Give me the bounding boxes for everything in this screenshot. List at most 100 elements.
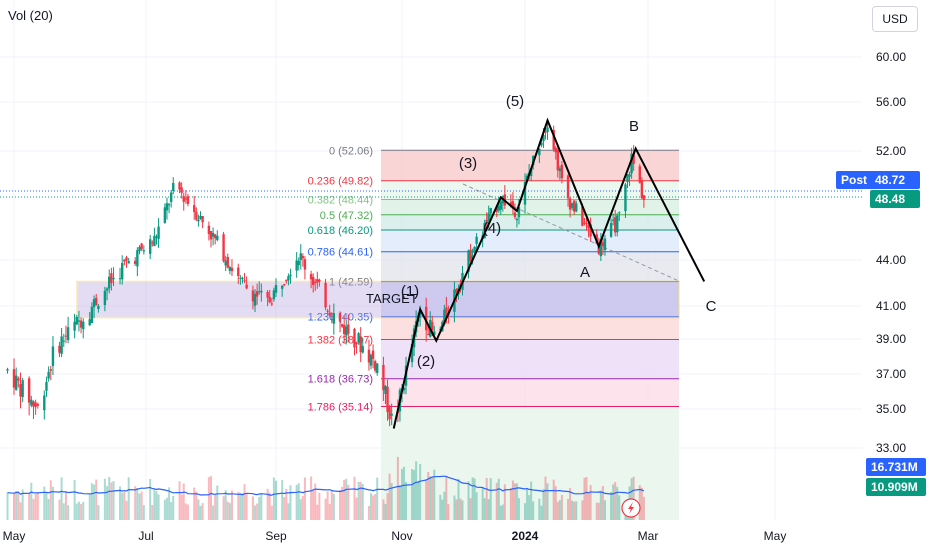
volume-bar [497, 478, 500, 520]
candle-body [384, 385, 387, 394]
candle-body [47, 371, 50, 379]
candle-body [589, 224, 592, 237]
volume-bar [270, 505, 273, 520]
candle-body [255, 291, 259, 297]
post-price-tag: 48.72 [870, 171, 920, 189]
volume-bar [473, 478, 476, 520]
candle-body [552, 130, 555, 150]
candle-body [601, 242, 605, 247]
volume-bar [108, 476, 111, 520]
elliott-wave-path [392, 117, 706, 429]
candle-body [340, 324, 344, 327]
candle-body [270, 303, 274, 305]
volume-bar [243, 484, 246, 520]
volume-bar [398, 485, 401, 520]
candle-body [556, 150, 559, 171]
candle-body [66, 327, 70, 341]
volume-bar [36, 492, 39, 520]
volume-bar [567, 498, 570, 520]
volume-indicator-label[interactable]: Vol (20) [8, 8, 53, 23]
volume-bar [197, 499, 200, 520]
y-tick-label: 39.00 [876, 332, 906, 346]
candle-body [542, 134, 545, 142]
volume-bar [32, 498, 35, 520]
volume-bar [73, 479, 76, 520]
volume-bar [67, 505, 70, 520]
candle-body [361, 346, 364, 353]
volume-bar [439, 494, 442, 520]
volume-bar [155, 491, 158, 520]
y-tick-label: 56.00 [876, 95, 906, 109]
volume-bar [487, 499, 490, 520]
volume-bar [540, 505, 543, 520]
volume-bar [90, 483, 93, 520]
volume-bar [95, 479, 98, 520]
candle-body [260, 290, 263, 293]
y-tick-label: 41.00 [876, 299, 906, 313]
candle-body [197, 219, 200, 222]
candle-body [239, 277, 242, 279]
candle-body [268, 296, 271, 303]
currency-button[interactable]: USD [872, 6, 918, 32]
candle-body [376, 363, 379, 373]
volume-bar [153, 489, 156, 520]
volume-bar [13, 493, 15, 520]
candle-body [355, 342, 358, 344]
volume-bar [140, 491, 143, 520]
candle-body [120, 263, 124, 280]
candle-body [529, 168, 533, 176]
candle-body [136, 250, 139, 267]
candle-body [21, 380, 24, 398]
volume-bar [256, 503, 259, 520]
candle-body [471, 255, 474, 260]
wave-label-1: (1) [401, 283, 419, 300]
fib-zone [381, 251, 679, 282]
volume-bar [386, 493, 389, 520]
volume-bar [224, 490, 227, 520]
candle-body [157, 226, 160, 239]
fib-zone [381, 230, 679, 252]
candle-body [123, 259, 126, 262]
volume-bar [370, 493, 373, 520]
volume-bar [28, 492, 31, 520]
candle-body [36, 404, 40, 406]
volume-bar [513, 483, 516, 520]
volume-bar [376, 477, 379, 520]
volume-bar [544, 476, 547, 520]
candle-body [433, 331, 436, 335]
candle-body [140, 243, 143, 250]
volume-bar [528, 495, 531, 520]
fib-level-label: 0.618 (46.20) [308, 225, 373, 237]
candle-body [151, 242, 154, 244]
volume-bar [571, 500, 574, 520]
volume-bar [170, 502, 173, 520]
candle-body [509, 202, 513, 206]
volume-bar [178, 481, 181, 520]
candle-body [624, 184, 627, 212]
volume-bar [51, 486, 54, 520]
candle-body [169, 192, 173, 202]
candle-body [58, 345, 61, 353]
volume-bar [483, 498, 486, 520]
volume-bar [228, 502, 231, 520]
candle-body [513, 212, 517, 217]
volume-bar [603, 500, 606, 520]
candle-body [209, 231, 213, 240]
volume-bar [530, 481, 533, 520]
wave-label-3: (3) [459, 155, 477, 172]
candle-body [371, 350, 375, 359]
volume-bar [195, 491, 198, 520]
volume-ma-tag: 16.731M [866, 458, 926, 476]
volume-bar [581, 500, 584, 520]
candle-body [222, 234, 225, 262]
candle-body [538, 148, 541, 156]
candle-body [258, 291, 261, 293]
volume-bar [97, 505, 100, 520]
candle-body [357, 333, 360, 343]
volume-bar [441, 499, 444, 520]
candle-body [207, 225, 211, 235]
candle-body [611, 219, 615, 221]
candle-body [95, 297, 98, 306]
volume-bar [301, 495, 304, 520]
